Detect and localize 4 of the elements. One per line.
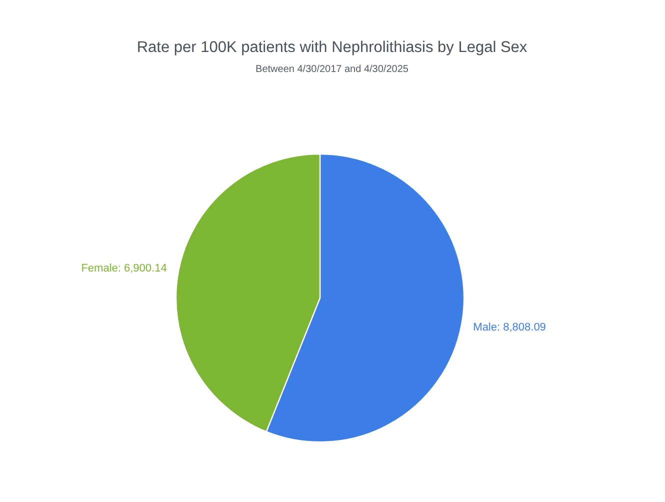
chart-title: Rate per 100K patients with Nephrolithiasis by Legal Sex bbox=[136, 39, 528, 56]
slice-label: Male: 8,808.09 bbox=[473, 321, 546, 334]
slice-label: Female: 6,900.14 bbox=[81, 262, 167, 274]
chart-subtitle: Between 4/30/2017 and 4/30/2025 bbox=[256, 64, 409, 75]
